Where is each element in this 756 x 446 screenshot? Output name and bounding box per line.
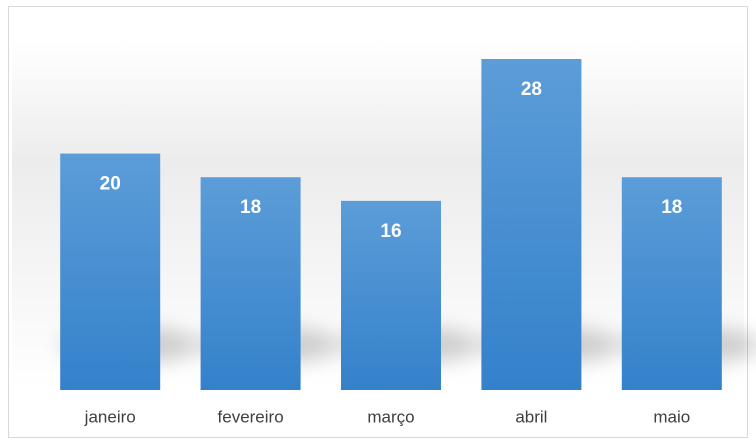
data-label: 18 [240, 197, 261, 218]
x-tick-label: maio [653, 407, 690, 426]
data-label: 18 [661, 197, 682, 218]
bar [60, 153, 161, 390]
bar [200, 177, 301, 390]
x-tick-label: janeiro [84, 407, 136, 426]
bar [621, 177, 722, 390]
x-tick-label: março [367, 407, 414, 426]
data-label: 28 [521, 79, 542, 100]
x-tick-label: abril [515, 407, 547, 426]
data-label: 16 [380, 221, 401, 242]
x-tick-label: fevereiro [218, 407, 284, 426]
bar [481, 59, 582, 390]
bar [341, 200, 441, 390]
data-label: 20 [100, 174, 121, 195]
